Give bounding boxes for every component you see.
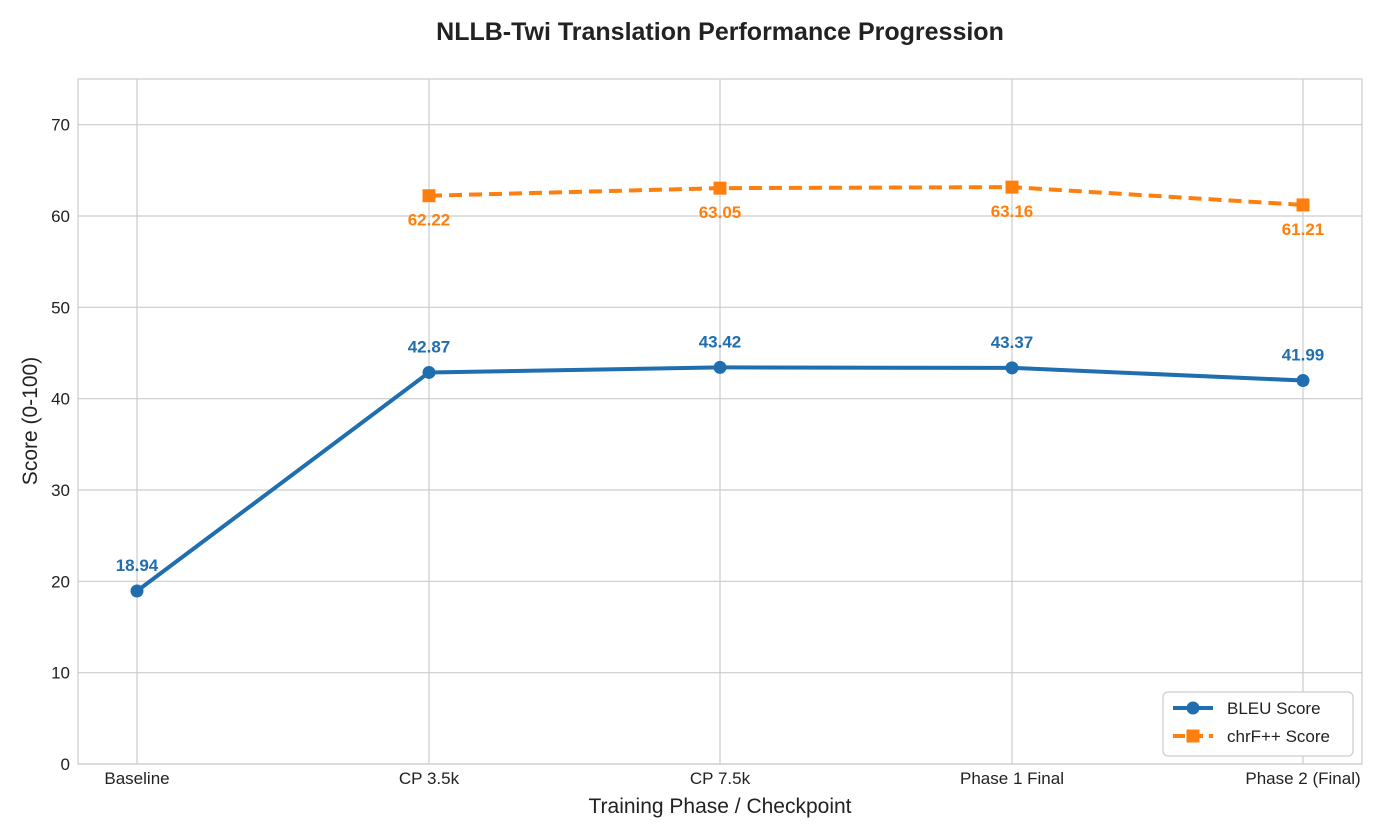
y-tick-label: 30 (51, 481, 70, 500)
bleu-point (713, 360, 727, 374)
legend-marker (1186, 729, 1200, 743)
bleu-point (1296, 373, 1310, 387)
chrf-data-label: 63.16 (991, 202, 1034, 221)
x-tick-label: CP 3.5k (399, 769, 460, 788)
chrf-point (713, 181, 727, 195)
y-tick-label: 40 (51, 390, 70, 409)
y-tick-label: 50 (51, 298, 70, 317)
x-axis-ticks: Baseline CP 3.5k CP 7.5k Phase 1 Final Phase… (104, 769, 1360, 788)
x-tick-label: Phase 1 Final (960, 769, 1064, 788)
plot-area-frame (77, 78, 1363, 765)
bleu-point (1005, 361, 1019, 375)
legend-marker (1186, 701, 1200, 715)
bleu-point (130, 584, 144, 598)
bleu-data-label: 42.87 (408, 337, 451, 356)
series-layer (130, 180, 1310, 598)
y-axis-label: Score (0-100) (19, 357, 42, 485)
chrf-point (1296, 198, 1310, 212)
bleu-data-label: 43.42 (699, 332, 742, 351)
legend-entry-label: chrF++ Score (1227, 727, 1330, 746)
bleu-data-label: 41.99 (1282, 345, 1325, 364)
y-tick-label: 60 (51, 207, 70, 226)
chrf-data-label: 61.21 (1282, 220, 1325, 239)
chrf-data-label: 63.05 (699, 203, 742, 222)
y-tick-label: 70 (51, 116, 70, 135)
x-tick-label: Phase 2 (Final) (1245, 769, 1360, 788)
chart-title: NLLB-Twi Translation Performance Progres… (436, 18, 1004, 46)
y-tick-label: 10 (51, 664, 70, 683)
x-tick-label: CP 7.5k (690, 769, 751, 788)
chrf-point (422, 189, 436, 203)
bleu-point (422, 365, 436, 379)
legend-entry-label: BLEU Score (1227, 699, 1321, 718)
y-axis-ticks: 0 10 20 30 40 50 60 70 (51, 116, 70, 774)
series-line-chrf (428, 185, 1304, 207)
data-labels-layer: 18.94 42.87 43.42 43.37 41.99 62.22 63.05 63.16… (116, 202, 1325, 575)
bleu-data-label: 43.37 (991, 333, 1034, 352)
x-tick-label: Baseline (104, 769, 169, 788)
y-tick-label: 0 (61, 755, 70, 774)
legend: BLEU Score chrF++ Score (1162, 691, 1354, 757)
x-axis-label: Training Phase / Checkpoint (588, 795, 851, 818)
chrf-point (1005, 180, 1019, 194)
y-tick-label: 20 (51, 572, 70, 591)
bleu-data-label: 18.94 (116, 556, 159, 575)
chrf-data-label: 62.22 (408, 211, 451, 230)
